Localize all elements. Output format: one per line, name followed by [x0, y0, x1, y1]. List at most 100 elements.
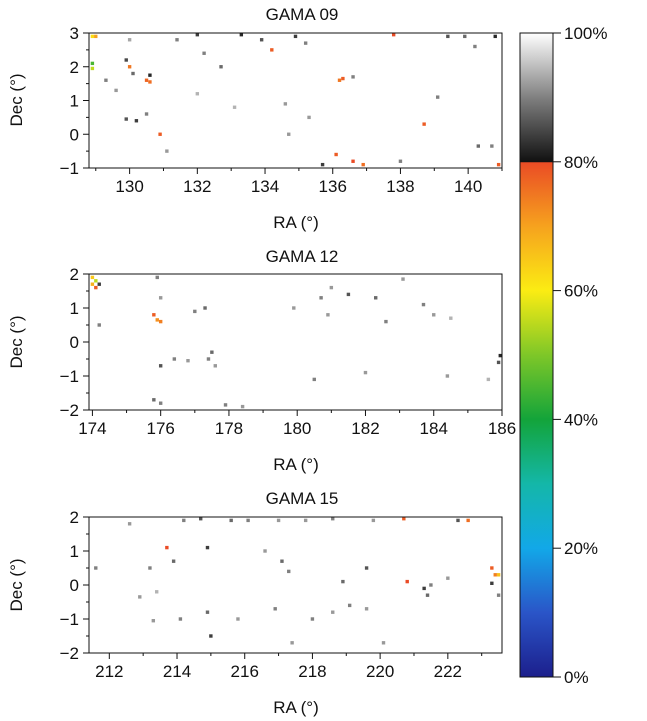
heatmap-cell [240, 404, 245, 409]
heatmap-cell [490, 566, 494, 570]
heatmap-cell [287, 132, 291, 136]
y-tick-label: 2 [70, 58, 79, 77]
heatmap-cell [199, 517, 203, 521]
x-axis-label: RA (°) [273, 698, 319, 717]
heatmap-cell [94, 285, 98, 290]
heatmap-cell [422, 586, 426, 591]
y-tick-label: −1 [60, 159, 79, 178]
heatmap-cell [398, 159, 403, 163]
heatmap-cell [405, 579, 409, 584]
heatmap-cell [195, 92, 200, 96]
heatmap-cell [432, 313, 436, 317]
heatmap-cell [273, 607, 277, 611]
heatmap-cell [456, 518, 460, 523]
heatmap-cell [239, 33, 244, 37]
x-tick-label: 212 [95, 662, 123, 681]
heatmap-cell [158, 132, 162, 136]
heatmap-cell [486, 377, 491, 382]
heatmap-cell [270, 48, 274, 52]
heatmap-cell [193, 309, 197, 314]
heatmap-cell [290, 641, 294, 645]
panel-title: GAMA 12 [266, 247, 339, 266]
heatmap-cell [446, 576, 450, 580]
heatmap-cell [202, 51, 206, 55]
y-tick-label: −1 [60, 610, 79, 629]
heatmap-cell [138, 595, 142, 599]
heatmap-cell [203, 306, 207, 310]
colorbar-ticks: 0% 20% 40% 60% 80% 100% [520, 24, 607, 687]
heatmap-cell [206, 357, 211, 361]
y-tick-label: 0 [70, 125, 79, 144]
colorbar-tick-label: 0% [564, 668, 589, 687]
heatmap-cell [236, 617, 240, 621]
heatmap-cell [292, 306, 296, 310]
y-tick-label: −1 [60, 367, 79, 386]
heatmap-cell [319, 296, 323, 300]
x-tick-label: 130 [115, 177, 143, 196]
heatmap-cell [490, 581, 494, 585]
heatmap-cell [351, 75, 355, 79]
x-ticks: 174 176 178 180 182 184 186 [78, 410, 516, 438]
heatmap-cell [152, 398, 156, 402]
x-tick-label: 184 [420, 419, 448, 438]
heatmap-cell [422, 122, 426, 126]
heatmap-cell [158, 319, 163, 324]
heatmap-cell [466, 518, 470, 523]
heatmap-cell [363, 370, 368, 375]
heatmap-cell [144, 78, 149, 82]
heatmap-cell [104, 78, 108, 82]
heatmap-cell [155, 275, 159, 280]
heatmap-cells [90, 33, 501, 167]
heatmap-cell [276, 518, 281, 523]
heatmap-cell [493, 34, 497, 39]
heatmap-cell [165, 545, 169, 550]
panel-title: GAMA 15 [266, 489, 339, 508]
heatmap-cell [364, 566, 369, 570]
y-tick-label: 0 [70, 576, 79, 595]
heatmap-cell [97, 323, 101, 327]
heatmap-cell [172, 357, 177, 361]
heatmap-cell [347, 603, 352, 608]
heatmap-cell [209, 634, 213, 638]
heatmap-cells [94, 517, 501, 645]
colorbar-tick-label: 100% [564, 24, 607, 43]
heatmap-cell [312, 377, 316, 382]
heatmap-cell [127, 38, 132, 42]
heatmap-cell [496, 593, 501, 597]
y-tick-label: 1 [70, 92, 79, 111]
heatmap-cell [213, 364, 217, 368]
heatmap-cell [307, 115, 311, 120]
x-tick-label: 134 [251, 177, 279, 196]
x-tick-label: 176 [146, 419, 174, 438]
heatmap-cell [186, 359, 190, 363]
heatmap-cell [205, 610, 210, 614]
heatmap-cell [114, 88, 118, 93]
heatmap-cell [210, 350, 214, 354]
heatmap-cell [320, 162, 325, 167]
heatmap-cell [351, 159, 355, 163]
heatmap-cell [391, 33, 396, 37]
heatmap-cell [346, 292, 351, 297]
heatmap-cell [402, 517, 406, 521]
heatmap-cell [90, 61, 95, 66]
heatmap-cell [374, 296, 378, 300]
heatmap-cell [429, 583, 433, 587]
heatmap-cell [232, 105, 237, 109]
heatmap-cell [90, 66, 95, 71]
y-tick-label: 1 [70, 299, 79, 318]
colorbar-tick-label: 20% [564, 539, 598, 558]
heatmap-cell [498, 353, 502, 358]
heatmap-cell [131, 71, 135, 76]
panel-gama12: GAMA 12 174 176 178 180 182 184 186 −2 −1 0 1 2 RA… [7, 247, 516, 474]
heatmap-cell [94, 566, 98, 570]
heatmap-cell [341, 579, 345, 584]
heatmap-cell [473, 44, 477, 49]
heatmap-cell [259, 38, 264, 42]
plot-frame [88, 273, 503, 411]
heatmap-cell [182, 518, 186, 523]
colorbar-tick-label: 40% [564, 410, 598, 429]
heatmap-cell [144, 112, 149, 116]
x-ticks: 130 132 134 136 138 140 [95, 168, 503, 196]
heatmap-cell [476, 144, 481, 148]
x-tick-label: 174 [78, 419, 106, 438]
